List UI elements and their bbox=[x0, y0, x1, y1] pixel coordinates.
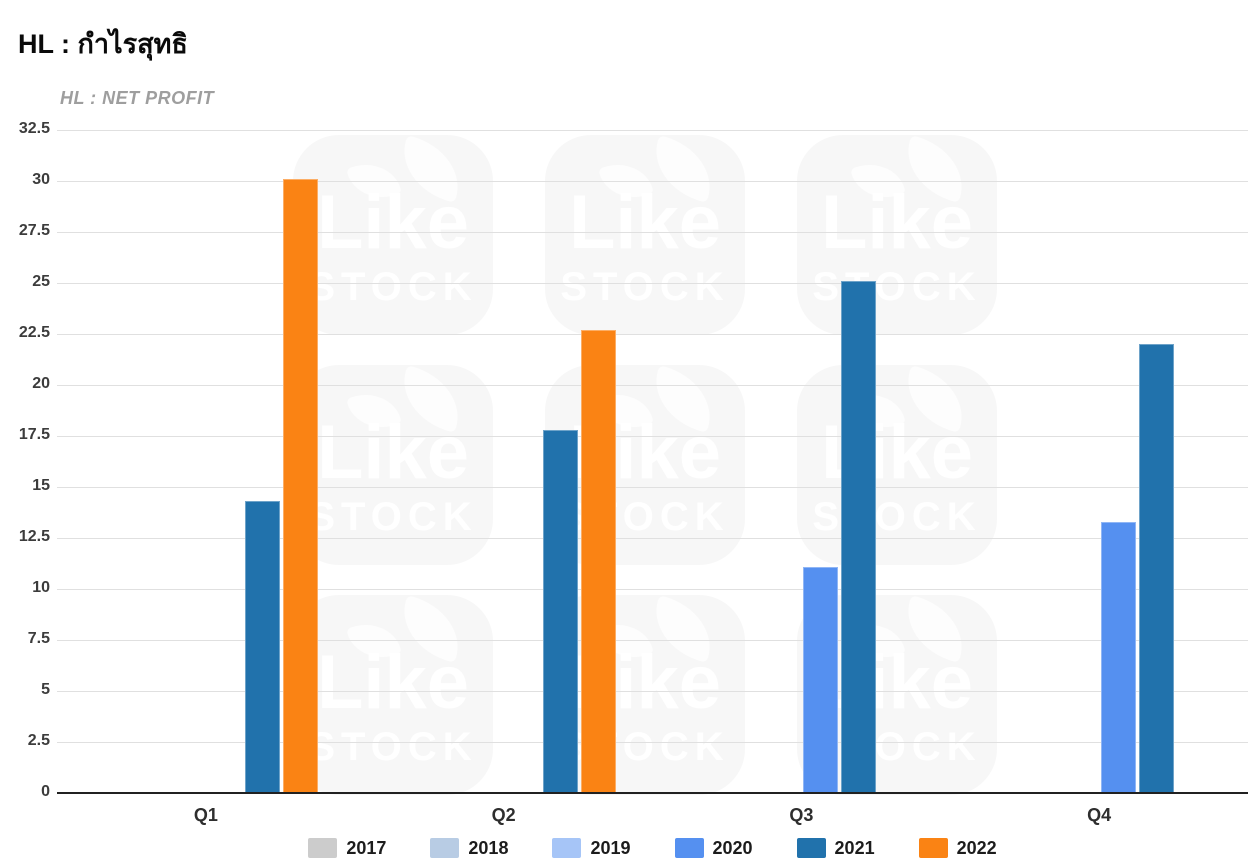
x-axis-tick-label: Q2 bbox=[491, 805, 516, 825]
legend-label: 2018 bbox=[468, 837, 509, 858]
bar-2021-Q4[interactable] bbox=[1138, 344, 1174, 793]
legend-swatch bbox=[918, 838, 948, 858]
watermark-text: Like bbox=[316, 410, 470, 495]
gridline bbox=[57, 436, 1248, 437]
legend-label: 2021 bbox=[834, 837, 875, 858]
gridline bbox=[57, 181, 1248, 182]
bar-2021-Q1[interactable] bbox=[245, 501, 281, 793]
y-axis-tick-label: 2.5 bbox=[27, 732, 50, 749]
watermark-logo: Like STOCK bbox=[545, 365, 745, 565]
legend-label: 2022 bbox=[956, 837, 997, 858]
legend-swatch bbox=[796, 838, 826, 858]
legend-swatch bbox=[552, 838, 582, 858]
bar-2020-Q3[interactable] bbox=[802, 566, 838, 793]
legend-label: 2020 bbox=[712, 837, 753, 858]
watermark-logo: Like STOCK bbox=[545, 135, 745, 335]
y-axis-tick-label: 0 bbox=[41, 783, 50, 800]
legend-item-2019: 2019 bbox=[552, 837, 631, 859]
y-axis-tick-label: 15 bbox=[32, 477, 50, 494]
y-axis-tick-label: 32.5 bbox=[18, 120, 50, 137]
y-axis-tick-label: 20 bbox=[32, 375, 50, 392]
watermark-text: Like bbox=[316, 640, 470, 725]
y-axis-tick-label: 7.5 bbox=[27, 630, 50, 647]
watermark-text: Like bbox=[316, 180, 470, 265]
page-title: HL : กำไรสุทธิ bbox=[18, 29, 188, 60]
y-axis-tick-label: 17.5 bbox=[18, 426, 50, 443]
watermark-logo: Like STOCK bbox=[293, 135, 493, 335]
legend: 2017 2018 2019 2020 2021 2022 bbox=[57, 834, 1248, 862]
watermark-text: STOCK bbox=[812, 265, 982, 309]
legend-swatch bbox=[430, 838, 460, 858]
watermark-text: STOCK bbox=[812, 495, 982, 539]
y-axis-tick-label: 10 bbox=[32, 579, 50, 596]
gridline bbox=[57, 334, 1248, 335]
watermark-text: Like bbox=[820, 410, 974, 495]
y-axis-tick-label: 12.5 bbox=[18, 528, 50, 545]
bar-2021-Q2[interactable] bbox=[543, 429, 579, 793]
legend-label: 2017 bbox=[346, 837, 387, 858]
chart-title: HL : NET PROFIT bbox=[60, 88, 215, 108]
x-axis-tick-label: Q1 bbox=[193, 805, 218, 825]
legend-label: 2019 bbox=[590, 837, 631, 858]
bar-2022-Q2[interactable] bbox=[581, 329, 617, 793]
gridline bbox=[57, 232, 1248, 233]
gridline bbox=[57, 589, 1248, 590]
legend-item-2017: 2017 bbox=[308, 838, 386, 859]
watermark-text: STOCK bbox=[308, 495, 478, 539]
gridline bbox=[57, 538, 1248, 539]
legend-item-2022: 2022 bbox=[918, 837, 997, 859]
legend-swatch bbox=[674, 838, 704, 858]
gridline bbox=[57, 640, 1248, 641]
gridline bbox=[57, 283, 1248, 284]
y-axis-tick-label: 27.5 bbox=[18, 222, 50, 239]
legend-swatch bbox=[308, 838, 338, 858]
gridline bbox=[57, 691, 1248, 692]
x-axis-tick-label: Q4 bbox=[1087, 805, 1112, 825]
watermark-logo: Like STOCK bbox=[545, 595, 745, 795]
x-axis-line bbox=[57, 792, 1248, 794]
bar-2022-Q1[interactable] bbox=[283, 178, 319, 793]
watermark-logo: Like STOCK bbox=[293, 365, 493, 565]
x-axis-tick-label: Q3 bbox=[789, 805, 814, 825]
watermark-logo: Like STOCK bbox=[797, 365, 997, 565]
gridline bbox=[57, 130, 1248, 131]
gridline bbox=[57, 487, 1248, 488]
gridline bbox=[57, 742, 1248, 743]
watermark-text: STOCK bbox=[560, 265, 730, 309]
watermark-text: STOCK bbox=[308, 265, 478, 309]
y-axis-tick-label: 30 bbox=[32, 171, 50, 188]
watermark-text: STOCK bbox=[308, 725, 478, 769]
watermark-logo: Like STOCK bbox=[293, 595, 493, 795]
watermark-logo: Like STOCK bbox=[797, 135, 997, 335]
bar-2020-Q4[interactable] bbox=[1100, 521, 1136, 793]
y-axis-tick-label: 22.5 bbox=[18, 324, 50, 341]
bar-2021-Q3[interactable] bbox=[840, 280, 876, 793]
y-axis-tick-label: 25 bbox=[32, 273, 50, 290]
legend-item-2021: 2021 bbox=[796, 837, 875, 859]
legend-item-2020: 2020 bbox=[674, 837, 753, 859]
y-axis-tick-label: 5 bbox=[41, 681, 50, 698]
legend-item-2018: 2018 bbox=[430, 838, 508, 859]
gridline bbox=[57, 385, 1248, 386]
watermark-text: Like bbox=[820, 180, 974, 265]
watermark-text: Like bbox=[568, 180, 722, 265]
watermark-text: STOCK bbox=[812, 725, 982, 769]
